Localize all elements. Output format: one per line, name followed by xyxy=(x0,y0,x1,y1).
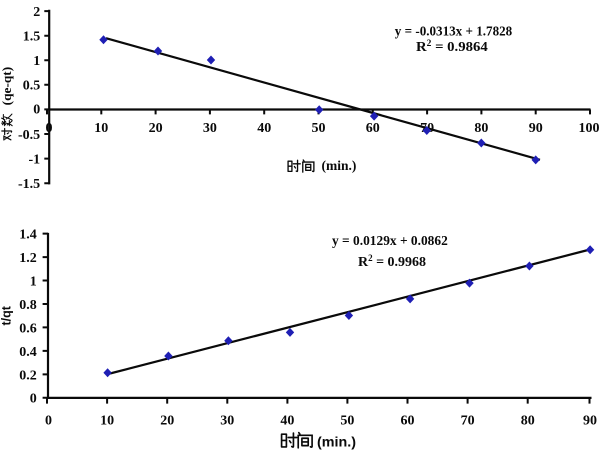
svg-text:80: 80 xyxy=(474,121,488,136)
svg-text:0.8: 0.8 xyxy=(19,298,37,313)
svg-text:30: 30 xyxy=(203,121,217,136)
svg-text:y = -0.0313x + 1.7828: y = -0.0313x + 1.7828 xyxy=(395,25,512,40)
svg-text:1.2: 1.2 xyxy=(19,251,37,266)
svg-text:2: 2 xyxy=(33,5,40,20)
svg-text:1: 1 xyxy=(33,54,40,69)
svg-text:10: 10 xyxy=(94,121,108,136)
svg-text:1.4: 1.4 xyxy=(19,228,37,243)
svg-text:1.5: 1.5 xyxy=(23,30,41,45)
svg-text:0.6: 0.6 xyxy=(19,321,37,336)
svg-text:R2 = 0.9968: R2 = 0.9968 xyxy=(358,253,426,270)
svg-text:40: 40 xyxy=(257,121,271,136)
svg-text:-0.5: -0.5 xyxy=(18,128,40,143)
svg-text:90: 90 xyxy=(529,121,543,136)
svg-text:-1: -1 xyxy=(29,153,41,168)
svg-text:60: 60 xyxy=(401,413,415,428)
svg-text:10: 10 xyxy=(100,413,114,428)
svg-text:t/qt: t/qt xyxy=(0,305,14,325)
svg-text:0: 0 xyxy=(33,102,40,117)
svg-text:(qe-qt): (qe-qt) xyxy=(0,67,14,106)
svg-text:y = 0.0129x + 0.0862: y = 0.0129x + 0.0862 xyxy=(332,234,448,249)
svg-text:(min.): (min.) xyxy=(322,158,357,173)
svg-text:30: 30 xyxy=(220,413,234,428)
svg-text:0: 0 xyxy=(45,413,52,428)
svg-text:50: 50 xyxy=(312,121,326,136)
svg-text:60: 60 xyxy=(366,121,380,136)
svg-text:100: 100 xyxy=(579,121,600,136)
svg-text:40: 40 xyxy=(280,413,294,428)
svg-text:0.4: 0.4 xyxy=(19,345,37,360)
svg-text:20: 20 xyxy=(149,121,163,136)
svg-text:(min.): (min.) xyxy=(317,434,356,450)
svg-text:0.2: 0.2 xyxy=(19,368,37,383)
svg-text:70: 70 xyxy=(461,413,475,428)
svg-text:1: 1 xyxy=(30,274,37,289)
svg-text:0: 0 xyxy=(46,121,53,136)
svg-text:20: 20 xyxy=(160,413,174,428)
svg-text:90: 90 xyxy=(583,413,597,428)
svg-text:0.5: 0.5 xyxy=(23,79,41,94)
svg-text:0: 0 xyxy=(30,392,37,407)
svg-text:R2 = 0.9864: R2 = 0.9864 xyxy=(416,38,488,55)
svg-text:80: 80 xyxy=(521,413,535,428)
svg-text:50: 50 xyxy=(340,413,354,428)
svg-text:-1.5: -1.5 xyxy=(18,177,40,192)
